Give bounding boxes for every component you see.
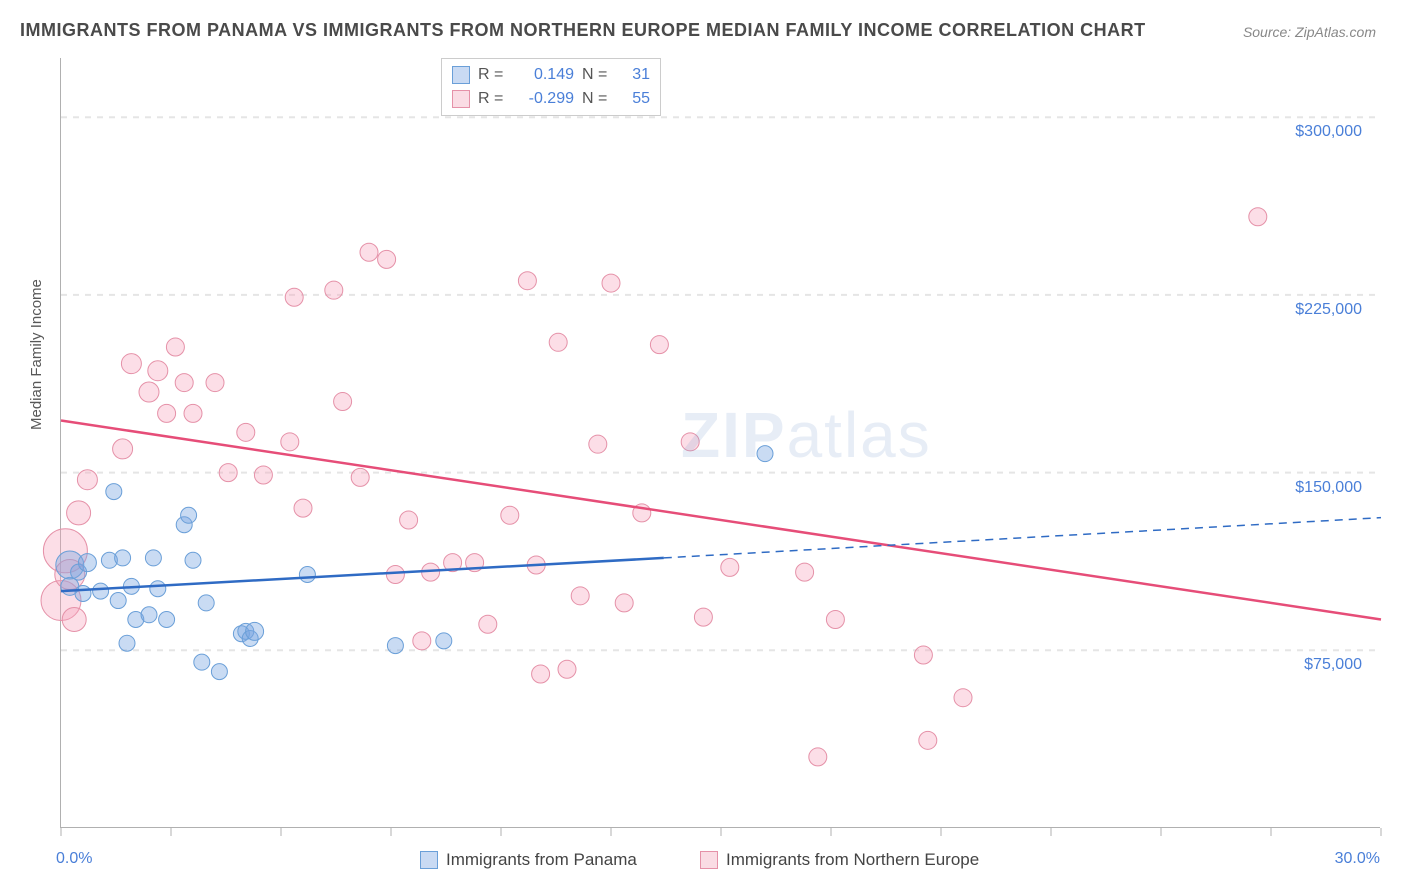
n-label: N =	[582, 90, 612, 108]
n-label: N =	[582, 66, 612, 84]
swatch-icon	[700, 851, 718, 869]
r-label: R =	[478, 90, 508, 108]
y-tick-label: $225,000	[1295, 301, 1362, 319]
legend-neurope: Immigrants from Northern Europe	[700, 850, 979, 870]
r-value: 0.149	[516, 66, 574, 84]
swatch-icon	[420, 851, 438, 869]
n-value: 31	[620, 66, 650, 84]
x-axis-min-label: 0.0%	[56, 850, 92, 868]
y-tick-label: $75,000	[1304, 656, 1362, 674]
r-label: R =	[478, 66, 508, 84]
legend-label: Immigrants from Panama	[446, 850, 637, 870]
swatch-icon	[452, 90, 470, 108]
chart-plot-area: ZIPatlas R = 0.149 N = 31 R = -0.299 N =…	[60, 58, 1380, 828]
chart-svg	[61, 58, 1381, 838]
y-tick-label: $300,000	[1295, 123, 1362, 141]
chart-title: IMMIGRANTS FROM PANAMA VS IMMIGRANTS FRO…	[20, 20, 1146, 41]
r-value: -0.299	[516, 90, 574, 108]
source-attribution: Source: ZipAtlas.com	[1243, 24, 1376, 40]
y-axis-label: Median Family Income	[28, 279, 45, 430]
n-value: 55	[620, 90, 650, 108]
stats-row: R = -0.299 N = 55	[452, 87, 650, 111]
y-tick-label: $150,000	[1295, 479, 1362, 497]
legend-label: Immigrants from Northern Europe	[726, 850, 979, 870]
swatch-icon	[452, 66, 470, 84]
correlation-stats-box: R = 0.149 N = 31 R = -0.299 N = 55	[441, 58, 661, 116]
stats-row: R = 0.149 N = 31	[452, 63, 650, 87]
x-axis-max-label: 30.0%	[1335, 850, 1380, 868]
legend-panama: Immigrants from Panama	[420, 850, 637, 870]
